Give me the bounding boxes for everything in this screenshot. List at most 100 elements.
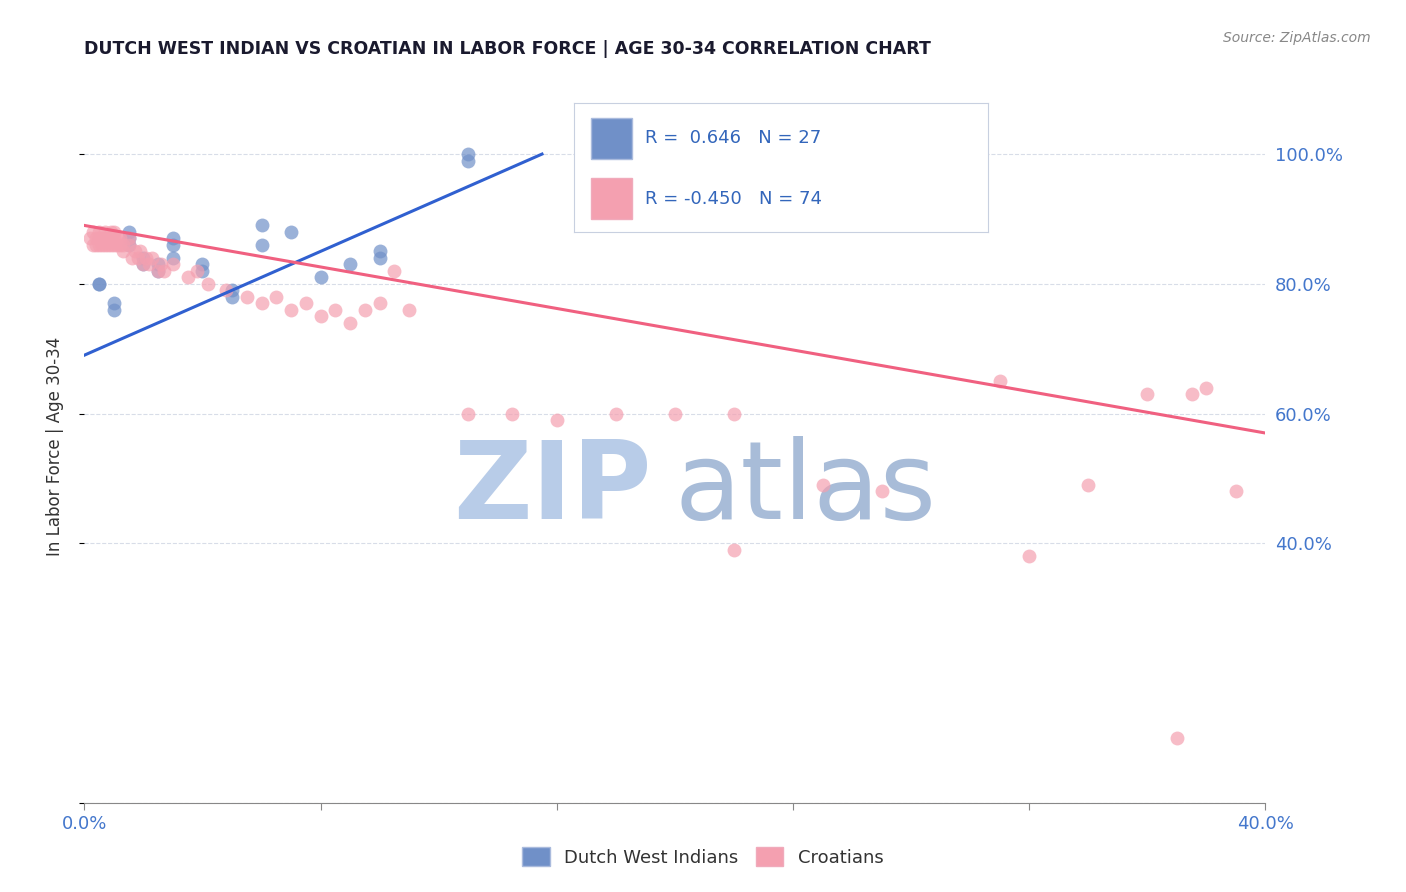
Point (108, 231, 131, 245)
Point (91, 231, 114, 245)
Y-axis label: In Labor Force | Age 30-34: In Labor Force | Age 30-34 (45, 336, 63, 556)
Point (153, 264, 176, 278)
Point (177, 270, 200, 285)
Point (295, 296, 318, 310)
Point (105, 238, 128, 252)
Text: Source: ZipAtlas.com: Source: ZipAtlas.com (1223, 31, 1371, 45)
Point (664, 407, 686, 421)
Point (811, 478, 834, 492)
Point (870, 484, 893, 499)
Point (138, 257, 160, 271)
Point (132, 257, 155, 271)
Point (84, 238, 107, 252)
Legend: Dutch West Indians, Croatians: Dutch West Indians, Croatians (515, 840, 891, 874)
Text: DUTCH WEST INDIAN VS CROATIAN IN LABOR FORCE | AGE 30-34 CORRELATION CHART: DUTCH WEST INDIAN VS CROATIAN IN LABOR F… (84, 40, 931, 58)
Point (501, 407, 523, 421)
Point (148, 264, 170, 278)
Point (97, 238, 120, 252)
Point (264, 290, 288, 304)
Point (605, 407, 627, 421)
Point (103, 225, 125, 239)
Point (79, 231, 101, 245)
Point (1195, 381, 1218, 395)
Point (988, 374, 1011, 388)
Point (105, 231, 128, 245)
Point (118, 225, 141, 239)
Point (89, 277, 111, 291)
Point (1136, 387, 1159, 401)
Point (141, 251, 163, 265)
Point (1077, 478, 1099, 492)
Point (100, 238, 122, 252)
Point (124, 244, 146, 259)
Point (162, 251, 184, 265)
Point (94, 231, 117, 245)
Point (368, 244, 391, 259)
Point (368, 296, 391, 310)
Point (148, 264, 170, 278)
Point (309, 270, 332, 285)
Point (121, 251, 143, 265)
Point (97, 231, 120, 245)
Point (94, 225, 117, 239)
Point (339, 257, 361, 271)
Point (162, 238, 184, 252)
Point (111, 244, 134, 259)
Point (103, 302, 125, 317)
Point (457, 153, 479, 168)
Point (127, 251, 149, 265)
Point (457, 147, 479, 161)
Point (132, 251, 155, 265)
Point (118, 238, 141, 252)
Point (215, 283, 238, 297)
Point (280, 225, 302, 239)
Point (118, 231, 141, 245)
Point (103, 296, 125, 310)
Point (162, 257, 184, 271)
Point (221, 283, 243, 297)
Point (236, 290, 259, 304)
Point (1181, 387, 1204, 401)
Point (108, 238, 131, 252)
Point (150, 257, 173, 271)
Point (111, 238, 134, 252)
Point (103, 238, 125, 252)
Point (339, 316, 361, 330)
Point (100, 225, 122, 239)
Point (546, 413, 568, 427)
Point (135, 251, 157, 265)
Point (1166, 731, 1188, 745)
Point (354, 302, 377, 317)
Point (89, 277, 111, 291)
Point (250, 296, 273, 310)
Point (103, 231, 125, 245)
Point (191, 264, 214, 278)
Point (89, 238, 111, 252)
Point (398, 302, 420, 317)
Point (323, 302, 347, 317)
Point (162, 231, 184, 245)
Point (1225, 484, 1247, 499)
Point (368, 251, 391, 265)
Point (132, 257, 155, 271)
Point (94, 238, 117, 252)
Point (723, 542, 745, 557)
Point (250, 238, 273, 252)
Point (309, 310, 332, 324)
Point (186, 264, 208, 278)
Point (221, 290, 243, 304)
Text: ZIP: ZIP (453, 436, 651, 541)
Point (148, 257, 170, 271)
Point (118, 238, 141, 252)
Point (197, 277, 219, 291)
Point (191, 257, 214, 271)
Point (250, 219, 273, 233)
Point (91, 238, 114, 252)
Point (89, 225, 111, 239)
Point (280, 302, 302, 317)
Point (1018, 549, 1040, 564)
Point (129, 244, 152, 259)
Point (82, 225, 104, 239)
Point (723, 407, 745, 421)
Point (457, 407, 479, 421)
